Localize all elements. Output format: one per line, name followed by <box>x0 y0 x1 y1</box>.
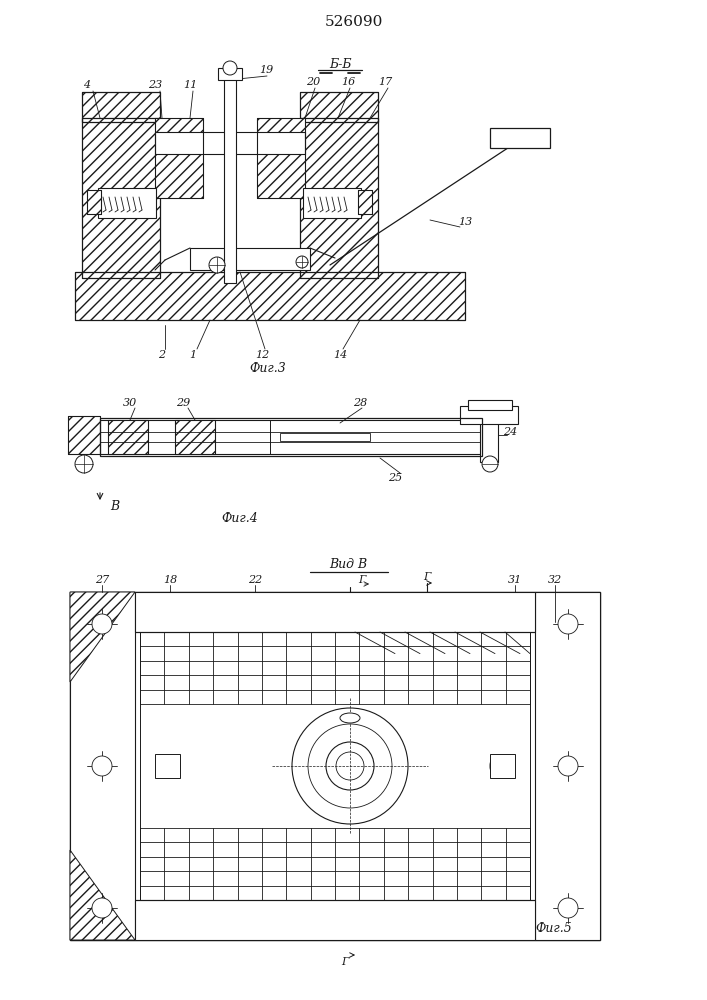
Bar <box>155 754 180 778</box>
Text: 19: 19 <box>259 65 273 75</box>
Bar <box>108 420 148 454</box>
Text: 526090: 526090 <box>325 15 383 29</box>
Bar <box>87 190 101 214</box>
Text: 16: 16 <box>341 77 355 87</box>
Text: 24: 24 <box>503 427 517 437</box>
Bar <box>75 272 465 320</box>
Bar <box>135 592 535 632</box>
Text: 29: 29 <box>176 398 190 408</box>
Text: 27: 27 <box>95 575 109 585</box>
Circle shape <box>296 256 308 268</box>
Bar <box>218 68 242 80</box>
Text: 11: 11 <box>183 80 197 90</box>
Bar <box>175 420 215 454</box>
Circle shape <box>92 614 112 634</box>
Circle shape <box>92 756 112 776</box>
Text: Фиг.4: Фиг.4 <box>221 512 258 524</box>
Circle shape <box>558 898 578 918</box>
Text: Фиг.5: Фиг.5 <box>535 922 572 934</box>
Bar <box>257 118 305 198</box>
Circle shape <box>326 742 374 790</box>
Text: 13: 13 <box>458 217 472 227</box>
Circle shape <box>75 455 93 473</box>
Text: 20: 20 <box>306 77 320 87</box>
Text: Вид В: Вид В <box>329 558 367 572</box>
Text: 28: 28 <box>353 398 367 408</box>
Circle shape <box>209 257 225 273</box>
Bar <box>155 118 203 198</box>
Circle shape <box>308 724 392 808</box>
Bar <box>82 92 160 122</box>
Bar <box>155 132 305 154</box>
Bar <box>257 118 305 198</box>
Bar <box>82 118 160 278</box>
Bar <box>358 190 372 214</box>
Text: 23: 23 <box>148 80 162 90</box>
Circle shape <box>223 61 237 75</box>
Text: Г: Г <box>423 572 431 582</box>
Bar <box>82 118 160 278</box>
Text: 12: 12 <box>255 350 269 360</box>
Bar <box>468 400 512 410</box>
Text: Г: Г <box>341 957 349 967</box>
Bar <box>358 190 372 214</box>
Bar <box>68 416 100 454</box>
Text: В: В <box>110 499 119 512</box>
Ellipse shape <box>170 756 180 776</box>
Text: 18: 18 <box>163 575 177 585</box>
Text: 2: 2 <box>158 350 165 360</box>
Circle shape <box>292 708 408 824</box>
Text: 17: 17 <box>378 77 392 87</box>
Polygon shape <box>70 850 135 940</box>
Text: 1: 1 <box>189 350 197 360</box>
Bar <box>490 754 515 778</box>
Bar <box>70 592 600 940</box>
Bar <box>190 248 310 270</box>
Bar <box>300 118 378 278</box>
Circle shape <box>558 756 578 776</box>
Bar <box>480 412 498 462</box>
Bar <box>68 416 100 454</box>
Ellipse shape <box>340 713 360 723</box>
Circle shape <box>482 456 498 472</box>
Circle shape <box>92 898 112 918</box>
Bar <box>300 118 378 278</box>
Bar <box>300 92 378 122</box>
Bar <box>303 188 361 218</box>
Bar <box>460 406 518 424</box>
Circle shape <box>336 752 364 780</box>
Text: 31: 31 <box>508 575 522 585</box>
Text: 7: 7 <box>230 77 237 87</box>
Bar <box>87 190 101 214</box>
Text: 25: 25 <box>388 473 402 483</box>
Bar <box>108 420 148 454</box>
Bar <box>535 592 600 940</box>
Bar <box>100 418 482 456</box>
Circle shape <box>558 614 578 634</box>
Bar <box>70 592 135 940</box>
Bar <box>135 900 535 940</box>
Text: 14: 14 <box>333 350 347 360</box>
Text: 4: 4 <box>83 80 90 90</box>
Text: 30: 30 <box>123 398 137 408</box>
Bar <box>140 632 530 900</box>
Bar <box>280 433 370 441</box>
Text: Б-Б: Б-Б <box>329 58 351 72</box>
Bar <box>98 188 156 218</box>
Bar <box>82 92 160 122</box>
Polygon shape <box>70 592 135 682</box>
Bar <box>224 73 236 283</box>
Text: Фиг.3: Фиг.3 <box>250 361 286 374</box>
Bar <box>75 272 465 320</box>
Bar <box>490 128 550 148</box>
Text: Г: Г <box>358 575 366 585</box>
Text: 22: 22 <box>248 575 262 585</box>
Bar <box>155 118 203 198</box>
Bar <box>300 92 378 122</box>
Ellipse shape <box>490 756 500 776</box>
Text: 32: 32 <box>548 575 562 585</box>
Bar <box>175 420 215 454</box>
